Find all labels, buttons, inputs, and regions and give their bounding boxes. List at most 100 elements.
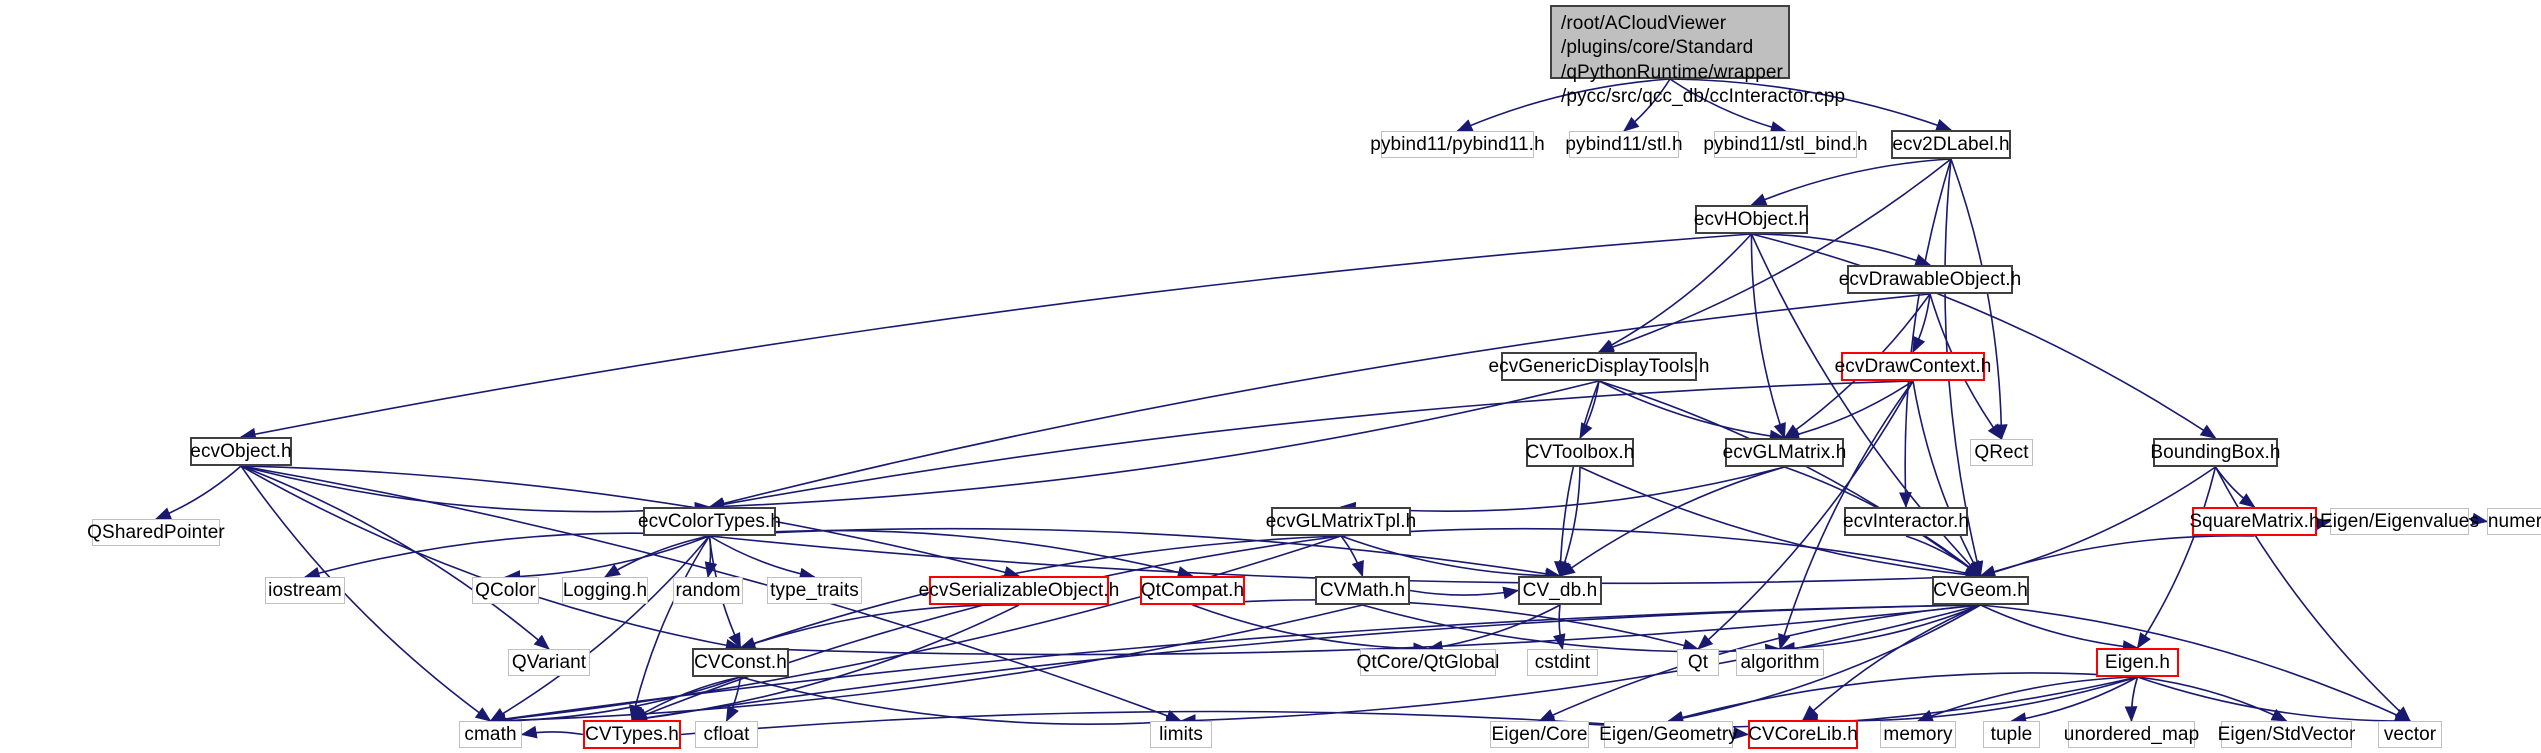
graph-node-cstdint[interactable]: cstdint (1527, 649, 1598, 676)
edge-Eigen-to-EigenStdVector (2137, 676, 2288, 722)
edge-QtCompat-to-QtCoreQtGlobal (1192, 604, 1430, 656)
graph-node-Qt[interactable]: Qt (1677, 649, 1719, 676)
graph-node-QRect[interactable]: QRect (1970, 439, 2033, 466)
graph-node-ecvColorTypes[interactable]: ecvColorTypes.h (638, 507, 781, 536)
edge-CVGeom-to-vector (1980, 604, 2412, 722)
edge-CVMath-to-CV_db (1409, 586, 1520, 600)
graph-node-label: /plugins/core/Standard (1561, 37, 1754, 59)
graph-node-type_traits[interactable]: type_traits (767, 577, 862, 604)
graph-node-ecvSerializableObject[interactable]: ecvSerializableObject.h (919, 576, 1119, 605)
graph-node-label: ecvDrawableObject.h (1838, 268, 2022, 290)
graph-node-label: random (675, 579, 741, 601)
graph-node-label: SquareMatrix.h (2189, 510, 2320, 532)
graph-node-QColor[interactable]: QColor (472, 577, 539, 604)
graph-node-ecvDrawContext[interactable]: ecvDrawContext.h (1835, 352, 1991, 381)
graph-node-ecvInteractor[interactable]: ecvInteractor.h (1843, 507, 1969, 536)
edge-ecvHObject-to-ecvObject (239, 233, 1752, 441)
edge-ecvGenericDisplayTools-to-ecvGLMatrix (1598, 380, 1786, 443)
graph-node-CV_db[interactable]: CV_db.h (1518, 576, 1602, 605)
edge-ecvGLMatrixTpl-to-CVMath (1340, 535, 1364, 578)
edge-CVMath-to-algorithm (1362, 604, 1782, 657)
edge-CV_db-to-cstdint (1552, 604, 1566, 651)
graph-node-ecvGLMatrixTpl[interactable]: ecvGLMatrixTpl.h (1266, 507, 1416, 536)
edge-ecvGLMatrixTpl-to-CVTypes (630, 535, 1342, 721)
graph-node-label: /root/ACloudViewer (1561, 13, 1727, 34)
graph-node-label: Eigen/Geometry (1599, 723, 1738, 745)
graph-node-Eigen[interactable]: Eigen.h (2096, 648, 2179, 677)
graph-node-ecvDrawableObject[interactable]: ecvDrawableObject.h (1839, 265, 2021, 294)
graph-node-stl[interactable]: pybind11/stl.h (1565, 131, 1683, 158)
graph-node-SquareMatrix[interactable]: SquareMatrix.h (2189, 507, 2320, 536)
graph-node-CVGeom[interactable]: CVGeom.h (1932, 576, 2029, 605)
graph-node-numeric[interactable]: numeric (2487, 508, 2541, 535)
graph-node-label: algorithm (1740, 651, 1820, 673)
edge-CVGeom-to-Eigen (1980, 604, 2139, 653)
graph-node-CVConst[interactable]: CVConst.h (692, 648, 789, 677)
graph-node-ecvHObject[interactable]: ecvHObject.h (1694, 205, 1809, 234)
graph-node-label: ecvGenericDisplayTools.h (1488, 355, 1710, 377)
graph-node-cfloat[interactable]: cfloat (695, 721, 758, 748)
edge-Eigen-to-unordered_map (2124, 676, 2139, 723)
graph-node-label: type_traits (770, 579, 859, 601)
graph-node-tuple[interactable]: tuple (1983, 721, 2040, 748)
graph-node-QSharedPointer[interactable]: QSharedPointer (87, 519, 225, 546)
graph-node-EigenGeometry[interactable]: Eigen/Geometry (1599, 721, 1738, 748)
edge-ecvHObject-to-ecvDrawableObject (1751, 233, 1932, 267)
edge-Eigen-to-CVCoreLib (1801, 676, 2138, 727)
edge-ecvGenericDisplayTools-to-CVToolbox (1579, 380, 1600, 440)
graph-node-random[interactable]: random (673, 577, 743, 604)
edge-ecvInteractor-to-CVGeom (1905, 535, 1982, 577)
graph-node-label: QSharedPointer (87, 521, 225, 543)
edge-ecvColorTypes-to-QColor (504, 535, 710, 583)
graph-node-limits[interactable]: limits (1150, 721, 1212, 748)
graph-node-label: tuple (1990, 723, 2033, 745)
graph-node-CVMath[interactable]: CVMath.h (1315, 576, 1410, 605)
graph-node-label: CVToolbox.h (1525, 441, 1635, 463)
edge-ecvColorTypes-to-iostream (303, 532, 710, 580)
edge-CVTypes-to-cmath (520, 725, 584, 739)
graph-node-CVTypes[interactable]: CVTypes.h (583, 720, 681, 749)
graph-node-label: cfloat (703, 723, 750, 745)
graph-node-EigenEigenvalues[interactable]: Eigen/Eigenvalues (2320, 508, 2479, 535)
edge-ecvColorTypes-to-type_traits (709, 535, 816, 581)
edge-ecvColorTypes-to-QtCompat (709, 529, 1194, 579)
graph-node-EigenStdVector[interactable]: Eigen/StdVector (2218, 721, 2355, 748)
edge-BoundingBox-to-vector (2214, 466, 2411, 722)
edge-QtCompat-to-Qt (1192, 599, 1700, 652)
graph-node-memory[interactable]: memory (1880, 721, 1956, 748)
edge-ecvColorTypes-to-Logging (603, 535, 710, 578)
graph-node-unordered_map[interactable]: unordered_map (2064, 721, 2199, 748)
edge-ecvGLMatrix-to-CV_db (1558, 466, 1785, 577)
graph-node-label: CVConst.h (694, 651, 787, 673)
edge-group (154, 78, 2489, 740)
graph-node-label: Eigen.h (2104, 651, 2171, 673)
graph-node-EigenCore[interactable]: Eigen/Core (1490, 721, 1589, 748)
graph-node-ecvGenericDisplayTools[interactable]: ecvGenericDisplayTools.h (1489, 352, 1709, 381)
edge-ecvObject-to-ecvColorTypes (240, 465, 711, 515)
graph-node-Logging[interactable]: Logging.h (562, 577, 648, 604)
graph-node-label: CVTypes.h (585, 723, 679, 745)
graph-node-CVCoreLib[interactable]: CVCoreLib.h (1748, 720, 1858, 749)
graph-node-QtCoreQtGlobal[interactable]: QtCore/QtGlobal (1357, 649, 1499, 676)
graph-node-BoundingBox[interactable]: BoundingBox.h (2150, 438, 2280, 467)
graph-node-stl_bind[interactable]: pybind11/stl_bind.h (1703, 131, 1868, 158)
graph-node-ecvObject[interactable]: ecvObject.h (190, 437, 292, 466)
graph-node-ecv2DLabel[interactable]: ecv2DLabel.h (1891, 130, 2011, 159)
graph-node-label: vector (2383, 723, 2437, 745)
graph-node-vector[interactable]: vector (2378, 721, 2442, 748)
graph-node-QVariant[interactable]: QVariant (508, 649, 590, 676)
edge-CVToolbox-to-CV_db (1559, 466, 1581, 578)
edge-ecv2DLabel-to-QRect (1950, 158, 2008, 441)
graph-node-iostream[interactable]: iostream (265, 577, 345, 604)
edge-CVGeom-to-CVConst (739, 604, 1981, 656)
edge-ecvColorTypes-to-cmath (489, 535, 711, 722)
graph-node-QtCompat[interactable]: QtCompat.h (1140, 576, 1245, 605)
graph-node-ecvGLMatrix[interactable]: ecvGLMatrix.h (1723, 438, 1846, 467)
graph-node-pybind11[interactable]: pybind11/pybind11.h (1370, 131, 1545, 158)
graph-node-root[interactable]: /root/ACloudViewer/plugins/core/Standard… (1550, 5, 1845, 107)
graph-node-label: QColor (475, 579, 536, 601)
edge-CVMath-to-cmath (489, 604, 1363, 727)
graph-node-cmath[interactable]: cmath (459, 721, 522, 748)
graph-node-CVToolbox[interactable]: CVToolbox.h (1526, 438, 1634, 467)
graph-node-algorithm[interactable]: algorithm (1736, 649, 1824, 676)
